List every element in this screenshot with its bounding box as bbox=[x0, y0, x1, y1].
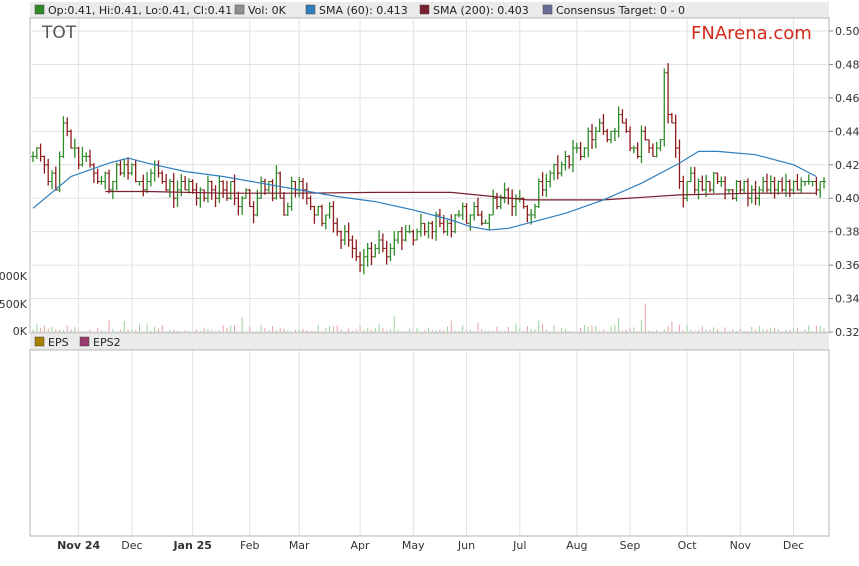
date-tick-label: Jul bbox=[512, 539, 526, 552]
sma200-legend: SMA (200): 0.403 bbox=[433, 4, 529, 17]
consensus-legend: Consensus Target: 0 - 0 bbox=[556, 4, 685, 17]
date-tick-label: Jan 25 bbox=[172, 539, 211, 552]
ticker-label: TOT bbox=[41, 23, 77, 43]
volume-tick-label: 1000K bbox=[0, 270, 28, 283]
volume-axis: 1000K 500K 0K bbox=[0, 270, 28, 338]
price-bars bbox=[31, 63, 826, 275]
price-tick-label: 0.50 bbox=[835, 25, 859, 38]
sma200-swatch bbox=[419, 4, 430, 15]
date-axis: Nov 24 Dec Jan 25 Feb Mar Apr May Jun Jul Aug Sep O… bbox=[57, 539, 804, 552]
price-tick-label: 0.46 bbox=[835, 92, 859, 105]
date-tick-label: Nov bbox=[730, 539, 752, 552]
volume-tick-label: 500K bbox=[0, 298, 28, 311]
price-panel-frame bbox=[29, 17, 830, 334]
date-tick-label: Dec bbox=[121, 539, 142, 552]
ohlc-legend: Op:0.41, Hi:0.41, Lo:0.41, Cl:0.41 bbox=[48, 4, 232, 17]
consensus-swatch bbox=[542, 4, 553, 15]
eps-panel-frame bbox=[29, 349, 830, 537]
date-tick-label: Dec bbox=[783, 539, 804, 552]
date-tick-label: Jun bbox=[457, 539, 475, 552]
price-tick-label: 0.44 bbox=[835, 125, 859, 138]
grid bbox=[30, 30, 829, 333]
volume-swatch bbox=[234, 4, 245, 15]
sma60-swatch bbox=[305, 4, 316, 15]
date-tick-label: Oct bbox=[678, 539, 698, 552]
price-tick-label: 0.40 bbox=[835, 192, 859, 205]
brand-logo: FNArena.com bbox=[691, 23, 812, 44]
price-tick-label: 0.32 bbox=[835, 326, 859, 339]
date-tick-label: Sep bbox=[620, 539, 641, 552]
volume-bars bbox=[32, 303, 825, 332]
price-tick-label: 0.42 bbox=[835, 159, 859, 172]
ohlc-swatch bbox=[34, 4, 45, 15]
x-grid bbox=[78, 18, 795, 536]
sma60-line bbox=[32, 150, 817, 231]
eps-swatch bbox=[34, 336, 45, 347]
date-tick-label: May bbox=[402, 539, 425, 552]
eps-swatch bbox=[79, 336, 90, 347]
eps-legend: EPS EPS2 bbox=[34, 336, 121, 349]
price-tick-label: 0.36 bbox=[835, 259, 859, 272]
eps-legend-label: EPS2 bbox=[93, 336, 121, 349]
eps-legend-strip bbox=[30, 334, 829, 350]
price-tick-label: 0.38 bbox=[835, 226, 859, 239]
price-tick-label: 0.48 bbox=[835, 58, 859, 71]
date-tick-label: Mar bbox=[289, 539, 310, 552]
date-tick-label: Feb bbox=[240, 539, 259, 552]
legend: Op:0.41, Hi:0.41, Lo:0.41, Cl:0.41 Vol: … bbox=[34, 4, 685, 17]
sma200-line bbox=[105, 190, 817, 201]
date-tick-label: Nov 24 bbox=[57, 539, 100, 552]
price-tick-label: 0.34 bbox=[835, 293, 859, 306]
legend-strip bbox=[30, 2, 829, 18]
volume-legend: Vol: 0K bbox=[248, 4, 287, 17]
date-tick-label: Apr bbox=[351, 539, 371, 552]
price-axis: 0.50 0.48 0.46 0.44 0.42 0.40 0.38 0.36 0.34 0.32 bbox=[829, 25, 859, 339]
volume-tick-label: 0K bbox=[13, 325, 28, 338]
sma60-legend: SMA (60): 0.413 bbox=[319, 4, 408, 17]
eps-legend-label: EPS bbox=[48, 336, 69, 349]
date-tick-label: Aug bbox=[566, 539, 587, 552]
